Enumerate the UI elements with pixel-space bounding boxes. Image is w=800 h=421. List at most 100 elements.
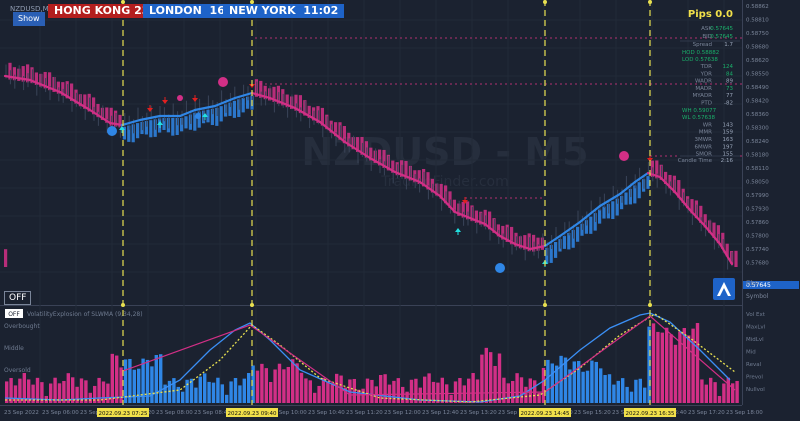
histogram-bar (515, 373, 519, 403)
price-tick: 0.58360 (746, 112, 769, 118)
trend-bar (294, 94, 298, 111)
trend-bar (602, 206, 606, 219)
trend-bar (48, 72, 52, 91)
main-off-button[interactable]: OFF (4, 291, 32, 305)
histogram-bar (115, 355, 119, 403)
histogram-bar (343, 387, 348, 403)
stat-label: LOD 0.57638 (682, 57, 718, 63)
histogram-bar (414, 378, 418, 403)
sub-level-label: Nullvol (746, 387, 765, 393)
histogram-bar (427, 373, 431, 403)
sub-off-label[interactable]: OFF (8, 311, 20, 318)
histogram-bar (79, 378, 84, 403)
histogram-bar (493, 365, 497, 403)
histogram-bar (313, 392, 317, 403)
trend-bar (70, 83, 74, 101)
ma-segment (543, 234, 562, 248)
histogram-bar (471, 373, 475, 403)
sub-indicator-title: VolatilityExplosion of SLWMA (9,34,28) (27, 311, 143, 318)
histogram-bar (541, 367, 546, 403)
price-tick: 0.58180 (746, 153, 769, 159)
histogram-bar (568, 369, 572, 403)
trend-bar (259, 80, 263, 98)
histogram-bar (436, 382, 440, 403)
trend-bar (184, 116, 188, 129)
trend-bar (21, 66, 25, 82)
stat-label: 3MWR (694, 137, 712, 143)
stat-label: YDR (700, 71, 713, 77)
histogram-bar (27, 379, 31, 403)
trend-bar (523, 235, 527, 250)
histogram-bar (308, 380, 312, 403)
sub-level-label: MaxLvl (746, 325, 766, 331)
histogram-bar (687, 335, 691, 403)
ma-segment (293, 106, 322, 124)
trend-bar (96, 103, 100, 118)
price-tick: 0.58750 (746, 31, 769, 37)
histogram-bar (713, 382, 717, 403)
ma-segment (193, 104, 217, 112)
signal-dot (218, 77, 228, 87)
price-tick: 0.58810 (746, 18, 769, 24)
trend-bar (382, 149, 386, 168)
sub-off-button[interactable] (5, 309, 23, 318)
ma-segment (28, 78, 62, 94)
show-button[interactable]: Show (13, 12, 45, 26)
stat-value: 163 (723, 137, 734, 143)
histogram-bar (159, 354, 163, 403)
session-city: LONDON (149, 4, 202, 17)
time-tick: 23 Sep 06:00 (42, 410, 79, 416)
stat-label: SMOR (696, 152, 713, 158)
stat-label: TDR (700, 64, 713, 70)
histogram-bar (304, 378, 308, 403)
ma-segment (598, 192, 622, 208)
histogram-bar (62, 380, 66, 403)
time-marker-dot (121, 303, 125, 307)
time-tick: 23 Sep 08:40 (194, 410, 231, 416)
trend-bar (197, 111, 201, 128)
trend-bar (584, 220, 588, 234)
stat-label: WL 0.57638 (682, 115, 715, 121)
trend-bar (193, 112, 197, 131)
histogram-bar (607, 374, 612, 403)
time-tick: 23 Sep 10:40 (308, 410, 345, 416)
price-axis[interactable]: 0.58862 0.58810 0.58750 0.58680 0.58620 0.585… (746, 4, 769, 267)
ma-segment (483, 222, 502, 238)
histogram-bar (282, 369, 286, 403)
histogram-bar (660, 332, 664, 403)
ma-segment (498, 234, 517, 246)
time-marker-dot (648, 0, 652, 4)
trend-bar (488, 211, 492, 230)
ma-segment (213, 96, 237, 108)
arrow-up-icon (119, 126, 125, 130)
histogram-bar (453, 381, 458, 403)
ma-segment (233, 91, 254, 100)
ma-segment (368, 156, 397, 174)
histogram-bar (678, 331, 682, 403)
ma-segment (633, 171, 650, 184)
stat-value: 2:16 (721, 158, 734, 164)
trend-bar (246, 96, 250, 109)
histogram-bar (163, 384, 167, 403)
histogram-bar (546, 359, 550, 403)
trend-bar (690, 199, 694, 214)
stat-value: 124 (723, 64, 734, 70)
sub-level-label: MidLvl (746, 337, 764, 343)
histogram-bar (40, 382, 44, 403)
histogram-bar (528, 378, 532, 403)
histogram-bar (22, 373, 26, 403)
time-marker-tag (624, 408, 676, 417)
trend-bar (549, 244, 553, 263)
histogram-bar (735, 380, 739, 403)
arrow-up-icon (202, 113, 208, 117)
brand-logo[interactable] (713, 278, 735, 300)
trend-bar (298, 95, 302, 114)
trend-bar (307, 105, 311, 119)
oversold-label: Oversold (4, 367, 31, 374)
trend-bar (501, 225, 505, 240)
arrow-down-icon (162, 100, 168, 104)
histogram-bar (629, 391, 634, 403)
time-marker-dot (250, 303, 254, 307)
trend-bar (219, 106, 223, 122)
